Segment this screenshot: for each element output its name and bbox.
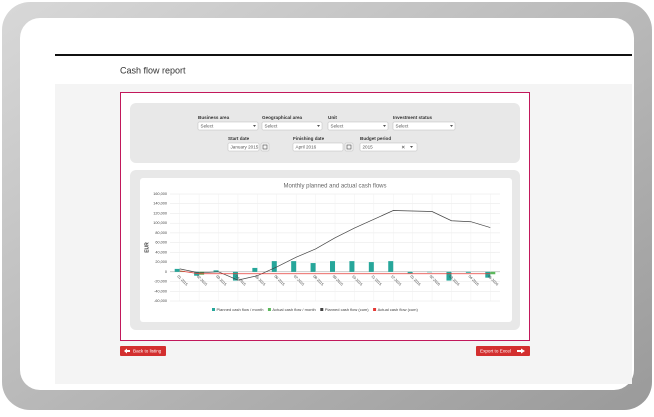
- y-tick-label: 160,000: [153, 192, 167, 196]
- y-axis-label: EUR: [144, 242, 150, 253]
- y-tick-label: 120,000: [153, 211, 167, 215]
- calendar-button[interactable]: [345, 143, 353, 151]
- bar: [175, 269, 180, 272]
- filter-value: April 2016: [296, 144, 317, 149]
- filter-label: Finishing date: [293, 136, 325, 141]
- bar: [388, 261, 393, 272]
- filter-value: Select: [396, 123, 409, 128]
- y-tick-label: 100,000: [153, 221, 167, 225]
- y-tick-label: -20,000: [154, 280, 167, 284]
- y-tick-label: -40,000: [154, 289, 167, 293]
- legend-swatch: [320, 308, 323, 311]
- y-tick-label: 0: [165, 270, 167, 274]
- filter-label: Geographical area: [262, 115, 303, 120]
- page-title: Cash flow report: [120, 65, 186, 75]
- bar: [291, 261, 296, 272]
- filter-value: January 2015: [231, 144, 259, 149]
- y-tick-label: 140,000: [153, 202, 167, 206]
- bar: [408, 272, 413, 273]
- y-tick-label: 20,000: [155, 260, 167, 264]
- chart-title: Monthly planned and actual cash flows: [283, 184, 386, 190]
- legend-label: Actual cash flow (cum): [378, 307, 419, 312]
- filter-label: Budget period: [360, 136, 391, 141]
- filter-value: 2015: [363, 144, 374, 149]
- chart-area: [140, 178, 512, 322]
- y-tick-label: 80,000: [155, 231, 167, 235]
- bar: [490, 272, 495, 274]
- top-bar: [55, 54, 632, 56]
- back-label: Back to listing: [133, 349, 162, 354]
- y-tick-label: -60,000: [154, 299, 167, 303]
- filter-value: Select: [331, 123, 344, 128]
- bar: [311, 263, 316, 272]
- filter-label: Business area: [198, 115, 230, 120]
- bar: [330, 261, 335, 272]
- legend-swatch: [373, 308, 376, 311]
- filter-value: Select: [201, 123, 214, 128]
- export-label: Export to Excel: [480, 349, 511, 354]
- bar: [272, 261, 277, 272]
- filter-panel: [130, 103, 520, 163]
- bar: [349, 261, 354, 272]
- legend-swatch: [212, 308, 215, 311]
- bar: [252, 268, 257, 272]
- y-tick-label: 60,000: [155, 241, 167, 245]
- legend-swatch: [268, 308, 271, 311]
- legend-label: Planned cash flow / month: [217, 307, 264, 312]
- legend-label: Actual cash flow / month: [272, 307, 315, 312]
- filter-label: Investment status: [393, 115, 433, 120]
- y-tick-label: 40,000: [155, 250, 167, 254]
- legend-label: Planned cash flow (cum): [325, 307, 369, 312]
- filter-label: Unit: [328, 115, 337, 120]
- filter-value: Select: [265, 123, 278, 128]
- bar: [466, 272, 471, 273]
- calendar-button[interactable]: [261, 143, 269, 151]
- bar: [369, 262, 374, 272]
- filter-label: Start date: [228, 136, 250, 141]
